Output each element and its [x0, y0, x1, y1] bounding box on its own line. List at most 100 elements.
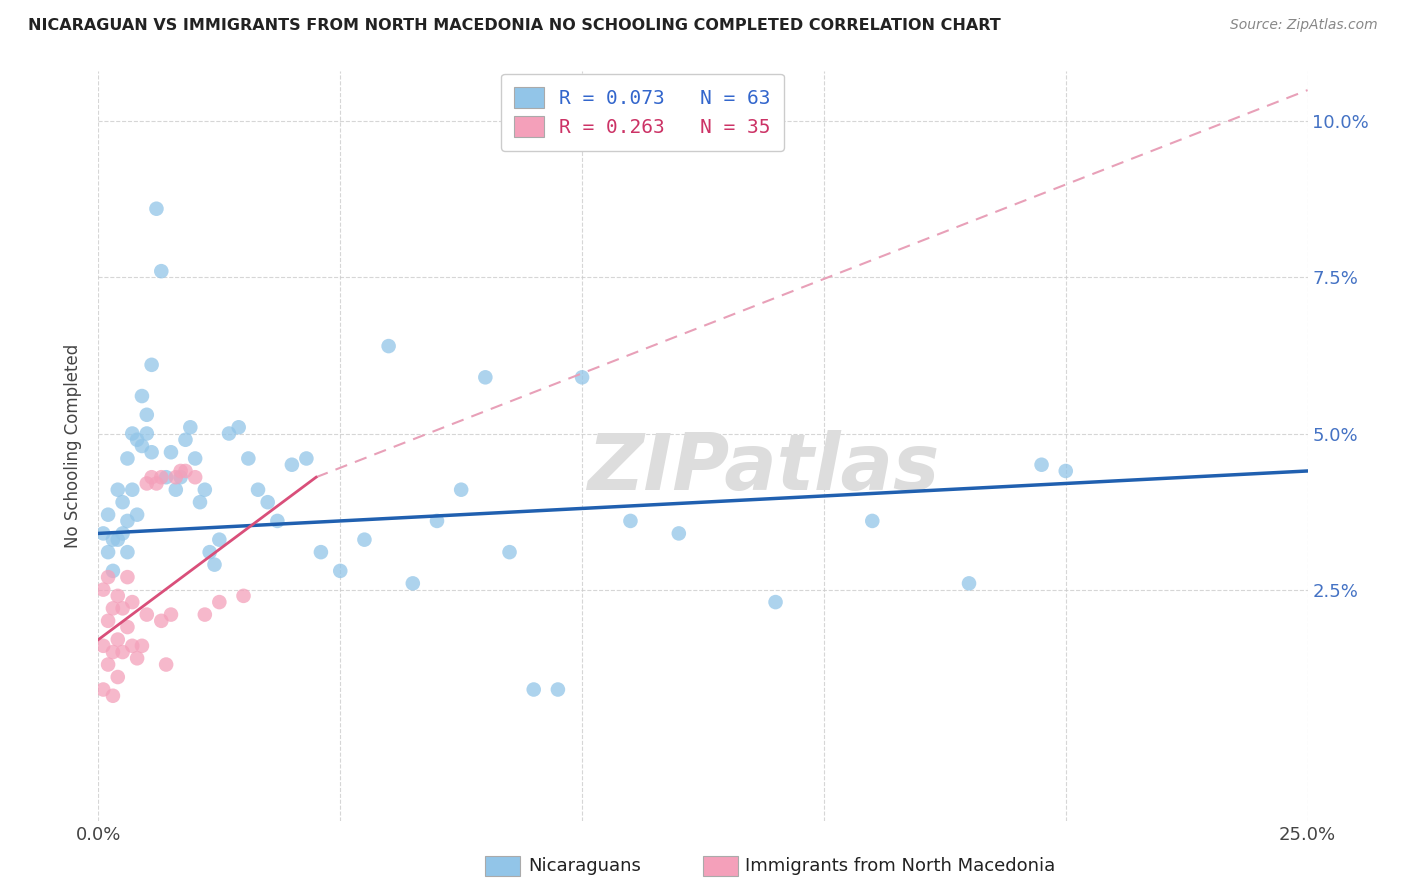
Point — [309, 545, 332, 559]
Point — [97, 570, 120, 584]
Text: Source: ZipAtlas.com: Source: ZipAtlas.com — [1230, 18, 1378, 32]
Point — [668, 526, 690, 541]
Point — [1054, 464, 1077, 478]
Point — [174, 433, 197, 447]
Text: Immigrants from North Macedonia: Immigrants from North Macedonia — [745, 857, 1056, 875]
Point — [619, 514, 641, 528]
Point — [155, 470, 177, 484]
Point — [131, 439, 153, 453]
Point — [426, 514, 449, 528]
Point — [194, 483, 217, 497]
Point — [295, 451, 318, 466]
Point — [247, 483, 270, 497]
Point — [474, 370, 496, 384]
Point — [204, 558, 226, 572]
Point — [101, 645, 124, 659]
Point — [117, 620, 139, 634]
Point — [91, 582, 114, 597]
Point — [353, 533, 375, 547]
Point — [101, 564, 124, 578]
Point — [97, 545, 120, 559]
Point — [160, 445, 183, 459]
Point — [160, 607, 183, 622]
Point — [208, 595, 231, 609]
Point — [860, 514, 883, 528]
Point — [957, 576, 980, 591]
Point — [179, 420, 201, 434]
Point — [107, 483, 129, 497]
Point — [97, 508, 120, 522]
Y-axis label: No Schooling Completed: No Schooling Completed — [65, 344, 83, 548]
Point — [97, 614, 120, 628]
Point — [101, 533, 124, 547]
Point — [145, 202, 167, 216]
Point — [107, 632, 129, 647]
Point — [218, 426, 240, 441]
Point — [174, 464, 197, 478]
Text: NICARAGUAN VS IMMIGRANTS FROM NORTH MACEDONIA NO SCHOOLING COMPLETED CORRELATION: NICARAGUAN VS IMMIGRANTS FROM NORTH MACE… — [28, 18, 1001, 33]
Text: ZIPatlas: ZIPatlas — [588, 431, 939, 507]
Point — [107, 533, 129, 547]
Point — [127, 508, 149, 522]
Point — [91, 682, 114, 697]
Point — [547, 682, 569, 697]
Point — [135, 476, 157, 491]
Point — [91, 639, 114, 653]
Point — [150, 264, 173, 278]
Point — [232, 589, 254, 603]
Point — [121, 426, 143, 441]
Point — [111, 645, 134, 659]
Point — [107, 670, 129, 684]
Point — [377, 339, 399, 353]
Point — [450, 483, 472, 497]
Point — [135, 408, 157, 422]
Point — [165, 470, 187, 484]
Point — [329, 564, 352, 578]
Point — [141, 358, 163, 372]
Point — [127, 651, 149, 665]
Point — [121, 595, 143, 609]
Point — [150, 614, 173, 628]
Point — [131, 639, 153, 653]
Point — [117, 514, 139, 528]
Point — [141, 470, 163, 484]
Point — [194, 607, 217, 622]
Legend: R = 0.073   N = 63, R = 0.263   N = 35: R = 0.073 N = 63, R = 0.263 N = 35 — [501, 73, 785, 151]
Point — [101, 689, 124, 703]
Point — [169, 470, 191, 484]
Point — [402, 576, 425, 591]
Point — [117, 570, 139, 584]
Point — [117, 451, 139, 466]
Point — [101, 601, 124, 615]
Point — [498, 545, 520, 559]
Point — [131, 389, 153, 403]
Point — [107, 589, 129, 603]
Point — [135, 426, 157, 441]
Point — [165, 483, 187, 497]
Point — [169, 464, 191, 478]
Point — [155, 657, 177, 672]
Text: Nicaraguans: Nicaraguans — [529, 857, 641, 875]
Point — [765, 595, 787, 609]
Point — [238, 451, 260, 466]
Point — [150, 470, 173, 484]
Point — [111, 601, 134, 615]
Point — [266, 514, 288, 528]
Point — [141, 445, 163, 459]
Point — [97, 657, 120, 672]
Point — [208, 533, 231, 547]
Point — [121, 639, 143, 653]
Point — [188, 495, 211, 509]
Point — [198, 545, 221, 559]
Point — [111, 495, 134, 509]
Point — [228, 420, 250, 434]
Point — [571, 370, 593, 384]
Point — [281, 458, 304, 472]
Point — [111, 526, 134, 541]
Point — [523, 682, 546, 697]
Point — [184, 451, 207, 466]
Point — [127, 433, 149, 447]
Point — [91, 526, 114, 541]
Point — [121, 483, 143, 497]
Point — [145, 476, 167, 491]
